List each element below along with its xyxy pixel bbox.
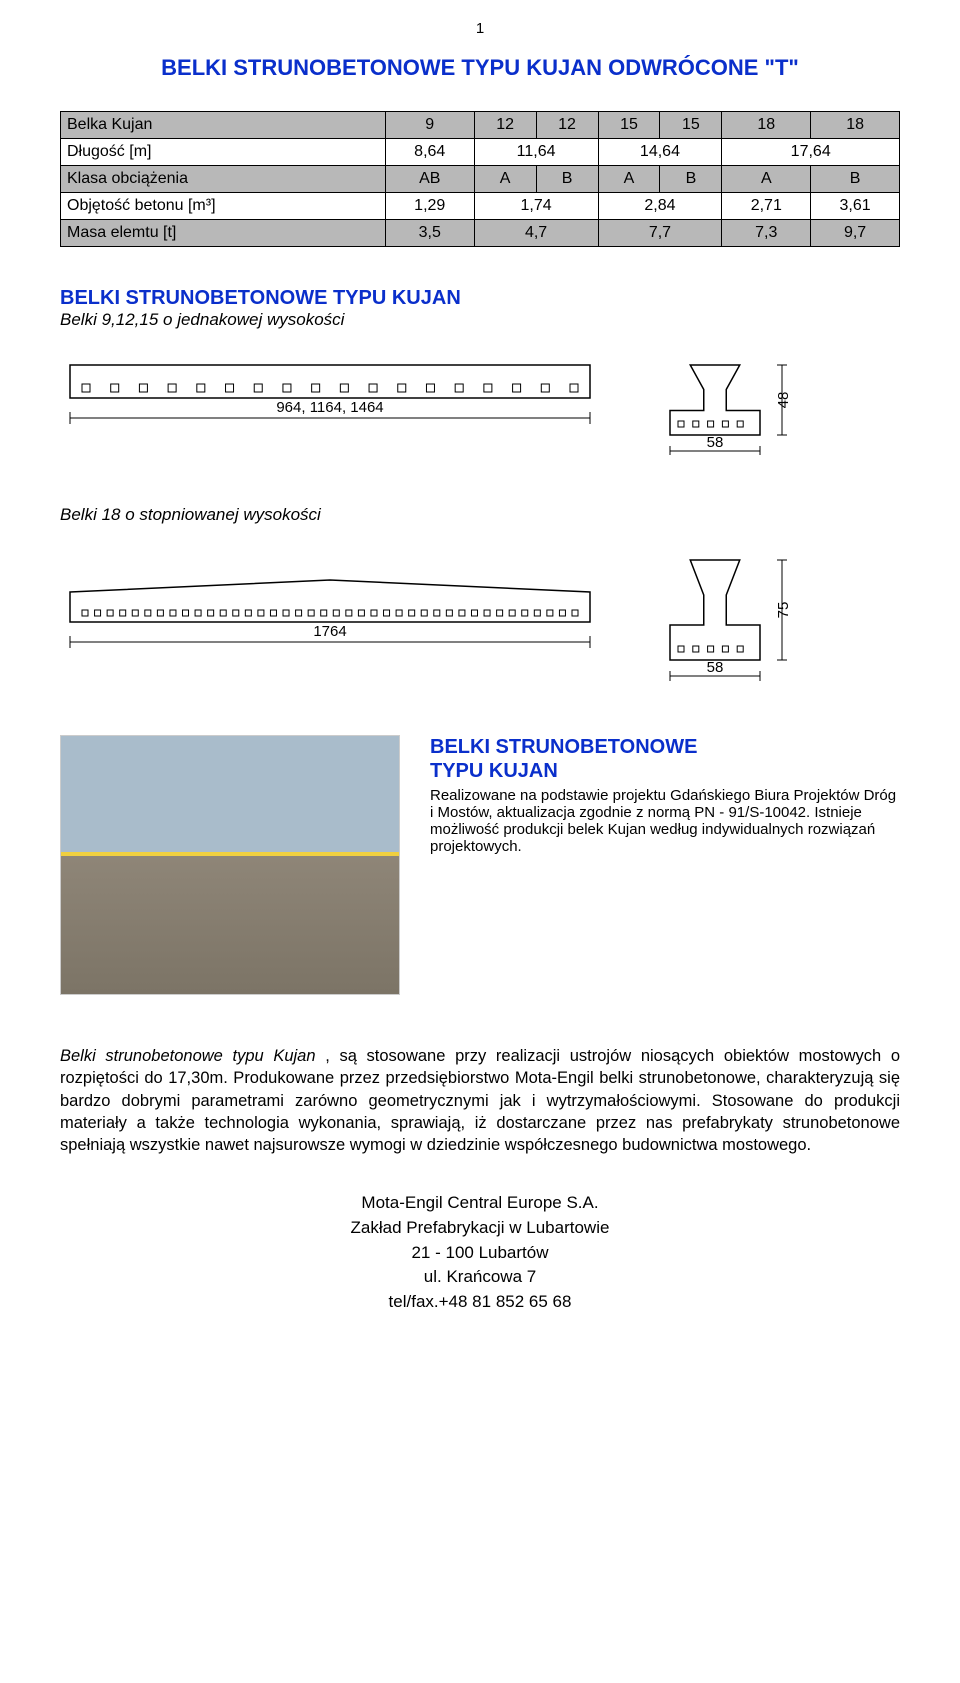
- data-table: Belka Kujan 9 12 12 15 15 18 18 Długość …: [60, 111, 900, 247]
- cell: B: [811, 166, 900, 193]
- cell: 8,64: [385, 139, 474, 166]
- footer-l1: Mota-Engil Central Europe S.A.: [60, 1191, 900, 1216]
- footer-l5: tel/fax.+48 81 852 65 68: [60, 1290, 900, 1315]
- cell: A: [474, 166, 536, 193]
- cell: 15: [598, 112, 660, 139]
- beam-side-view-2: 1764: [60, 575, 600, 685]
- cell: 9: [385, 112, 474, 139]
- beam-svg-1: 964, 1164, 1464: [60, 360, 600, 455]
- cell: Długość [m]: [61, 139, 386, 166]
- svg-text:1764: 1764: [313, 623, 346, 640]
- cell: 3,61: [811, 193, 900, 220]
- svg-text:48: 48: [775, 392, 792, 409]
- cell: 1,29: [385, 193, 474, 220]
- cell: 7,7: [598, 220, 722, 247]
- body-paragraph: Belki strunobetonowe typu Kujan , są sto…: [60, 1045, 900, 1156]
- page-number: 1: [60, 20, 900, 37]
- info-heading-1: BELKI STRUNOBETONOWE: [430, 735, 900, 759]
- cell: AB: [385, 166, 474, 193]
- svg-text:964, 1164, 1464: 964, 1164, 1464: [276, 399, 383, 416]
- cell: 14,64: [598, 139, 722, 166]
- cell: 12: [536, 112, 598, 139]
- cell: A: [722, 166, 811, 193]
- cell: 4,7: [474, 220, 598, 247]
- cell: 2,84: [598, 193, 722, 220]
- cell: 12: [474, 112, 536, 139]
- beam-svg-2: 1764: [60, 575, 600, 685]
- cell: Objętość betonu [m³]: [61, 193, 386, 220]
- cell: 17,64: [722, 139, 900, 166]
- info-body: Realizowane na podstawie projektu Gdańsk…: [430, 787, 900, 855]
- cell: 9,7: [811, 220, 900, 247]
- section2-subtitle: Belki 18 o stopniowanej wysokości: [60, 505, 900, 525]
- footer-l3: 21 - 100 Lubartów: [60, 1241, 900, 1266]
- cell: 11,64: [474, 139, 598, 166]
- section1-title: BELKI STRUNOBETONOWE TYPU KUJAN: [60, 287, 900, 310]
- cell: Klasa obciążenia: [61, 166, 386, 193]
- cell: 18: [722, 112, 811, 139]
- info-text: BELKI STRUNOBETONOWE TYPU KUJAN Realizow…: [430, 735, 900, 995]
- cell: 1,74: [474, 193, 598, 220]
- cell: 15: [660, 112, 722, 139]
- cell: 18: [811, 112, 900, 139]
- cell: Belka Kujan: [61, 112, 386, 139]
- diagram-row-2: 1764 58 75: [60, 555, 900, 685]
- photo-placeholder: [60, 735, 400, 995]
- cell: 3,5: [385, 220, 474, 247]
- cell: B: [536, 166, 598, 193]
- beam-side-view-1: 964, 1164, 1464: [60, 360, 600, 455]
- section1-subtitle: Belki 9,12,15 o jednakowej wysokości: [60, 310, 900, 330]
- beam-cross-view-2: 58 75: [660, 555, 810, 685]
- body-lead: Belki strunobetonowe typu Kujan: [60, 1047, 316, 1065]
- footer-l4: ul. Krańcowa 7: [60, 1265, 900, 1290]
- svg-text:58: 58: [707, 434, 724, 451]
- cross-svg-2: 58 75: [660, 555, 810, 685]
- footer: Mota-Engil Central Europe S.A. Zakład Pr…: [60, 1191, 900, 1314]
- info-heading-2: TYPU KUJAN: [430, 759, 900, 783]
- cell: 2,71: [722, 193, 811, 220]
- cell: A: [598, 166, 660, 193]
- footer-l2: Zakład Prefabrykacji w Lubartowie: [60, 1216, 900, 1241]
- svg-text:58: 58: [707, 659, 724, 676]
- main-title: BELKI STRUNOBETONOWE TYPU KUJAN ODWRÓCON…: [60, 55, 900, 81]
- cross-svg-1: 58 48: [660, 360, 810, 455]
- cell: Masa elemtu [t]: [61, 220, 386, 247]
- diagram-row-1: 964, 1164, 1464 58 48: [60, 360, 900, 455]
- beam-cross-view-1: 58 48: [660, 360, 810, 455]
- cell: 7,3: [722, 220, 811, 247]
- info-row: BELKI STRUNOBETONOWE TYPU KUJAN Realizow…: [60, 735, 900, 995]
- svg-text:75: 75: [775, 602, 792, 619]
- cell: B: [660, 166, 722, 193]
